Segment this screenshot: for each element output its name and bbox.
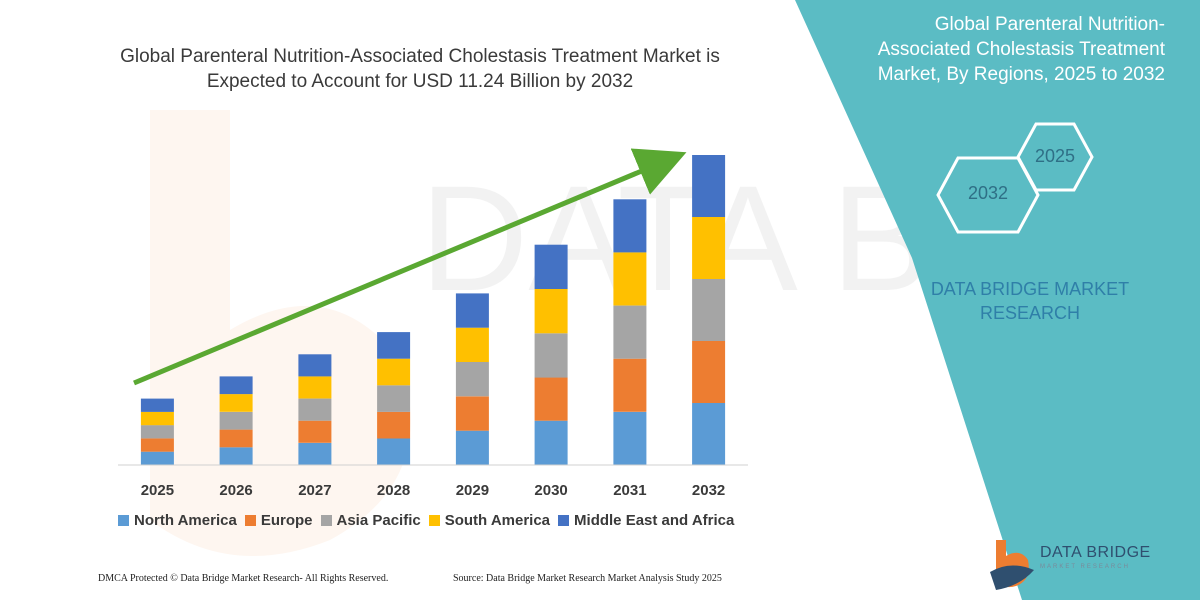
bar-segment-2031-asia-pacific [613,305,647,359]
bar-segment-2032-north-america [692,403,726,465]
legend-swatch [320,515,332,526]
logo-name: DATA BRIDGE [1040,544,1151,561]
x-tick-label: 2032 [692,482,725,499]
legend-label: Europe [260,512,313,529]
footer-copyright: DMCA Protected © Data Bridge Market Rese… [98,573,389,584]
bar-segment-2027-europe [298,420,332,443]
legend-swatch [244,515,256,526]
legend-swatch [558,515,570,526]
legend-label: North America [134,512,237,529]
x-tick-label: 2029 [456,482,489,499]
legend-item-europe: Europe [244,512,313,529]
bar-segment-2028-middle-east-and-africa [377,332,411,359]
legend-label: Asia Pacific [336,512,421,529]
bar-segment-2031-south-america [613,252,647,306]
bar-segment-2029-north-america [455,430,489,465]
bars-layer [140,155,726,465]
bar-segment-2031-north-america [613,411,647,465]
bar-segment-2026-south-america [219,394,253,412]
bar-segment-2031-europe [613,358,647,412]
legend-item-middle-east-africa: Middle East and Africa [558,512,734,529]
chart-title: Global Parenteral Nutrition-Associated C… [120,46,720,92]
bar-segment-2028-north-america [377,438,411,465]
x-tick-label: 2027 [298,482,331,499]
bar-segment-2027-middle-east-and-africa [298,354,332,377]
legend-label: Middle East and Africa [574,512,735,529]
x-tick-label: 2028 [377,482,410,499]
bar-segment-2032-south-america [692,217,726,279]
bar-segment-2027-asia-pacific [298,398,332,421]
legend-swatch [118,515,129,526]
legend-item-south-america: South America [428,512,551,529]
bar-segment-2028-south-america [377,358,411,386]
bar-segment-2030-middle-east-and-africa [534,244,568,289]
hexagon-2032 [936,156,1040,234]
legend-swatch [428,515,440,526]
bar-segment-2031-middle-east-and-africa [613,199,647,253]
legend-item-north-america: North America [118,512,237,529]
x-tick-label: 2031 [613,482,646,499]
bar-segment-2030-south-america [534,289,568,334]
bar-segment-2025-europe [140,438,174,452]
bar-segment-2025-middle-east-and-africa [140,398,174,412]
legend-item-asia-pacific: Asia Pacific [320,512,421,529]
bar-segment-2029-middle-east-and-africa [455,293,489,328]
x-tick-label: 2030 [534,482,567,499]
bar-segment-2028-europe [377,411,411,439]
bar-segment-2028-asia-pacific [377,385,411,412]
bar-segment-2025-south-america [140,411,174,426]
bar-segment-2027-north-america [298,442,332,465]
x-tick-labels: 2025 2026 2027 2028 2029 2030 2031 2032 [141,482,726,499]
footer-source: Source: Data Bridge Market Research Mark… [453,573,722,584]
bar-segment-2029-south-america [455,327,489,362]
bar-segment-2027-south-america [298,376,332,399]
logo-tagline: MARKET RESEARCH [1040,564,1130,570]
bar-segment-2026-north-america [219,447,253,465]
bar-segment-2025-asia-pacific [140,425,174,439]
bar-segment-2032-asia-pacific [692,279,726,341]
x-tick-label: 2026 [219,482,252,499]
bar-segment-2029-asia-pacific [455,362,489,397]
hex-label-2025: 2025 [1034,146,1076,166]
bar-segment-2025-north-america [140,451,174,465]
trend-arrow [133,148,687,386]
hexagon-2025 [1016,122,1094,192]
hex-label-2032: 2032 [967,183,1009,203]
bar-segment-2026-europe [219,429,253,448]
bar-segment-2026-middle-east-and-africa [219,376,253,395]
legend-label: South America [444,512,551,529]
bar-segment-2030-europe [534,377,568,421]
bar-segment-2032-europe [692,341,726,403]
logo-mark [990,540,1034,590]
bar-segment-2030-asia-pacific [534,333,568,378]
bar-segment-2032-middle-east-and-africa [692,155,726,217]
bar-segment-2030-north-america [534,420,568,465]
bar-segment-2029-europe [455,396,489,431]
chart-legend: North America Europe Asia Pacific South … [118,512,742,529]
brand-text: DATA BRIDGE MARKET RESEARCH [930,279,1130,323]
bar-segment-2026-asia-pacific [219,411,253,430]
side-panel-title: Global Parenteral Nutrition-Associated C… [877,14,1165,85]
side-panel-background [795,0,1200,600]
x-tick-label: 2025 [141,482,174,499]
